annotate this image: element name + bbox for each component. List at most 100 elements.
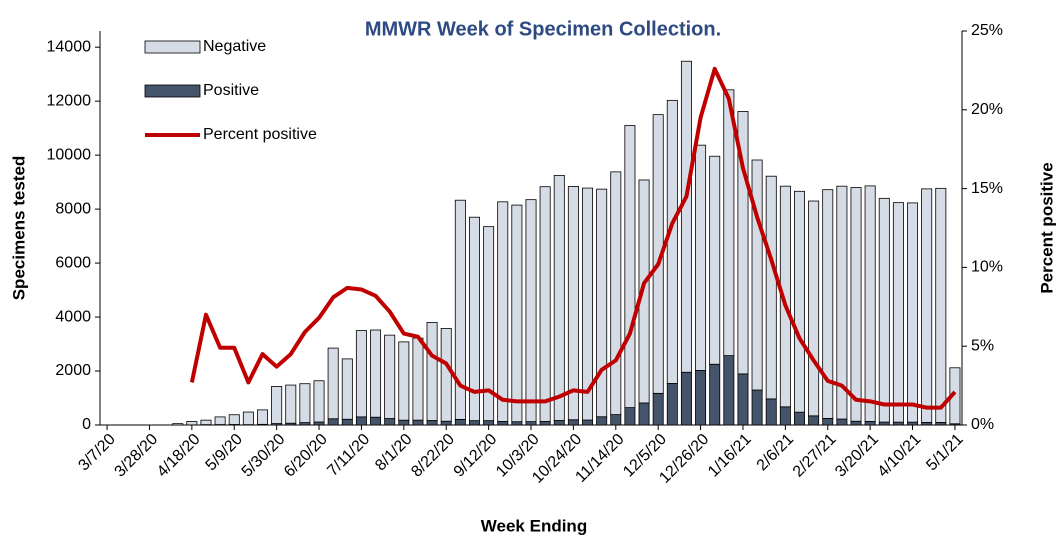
bar bbox=[313, 421, 325, 426]
y-tick-label: 6000 bbox=[55, 254, 91, 271]
bar bbox=[398, 419, 410, 426]
x-tick-label: 5/1/21 bbox=[923, 431, 967, 475]
bar bbox=[638, 179, 650, 404]
bar bbox=[257, 409, 268, 425]
bar bbox=[370, 329, 382, 418]
bar bbox=[341, 418, 353, 426]
bar bbox=[765, 398, 777, 426]
legend-label: Positive bbox=[203, 82, 259, 99]
y-tick-label: 0 bbox=[82, 416, 91, 433]
bar bbox=[285, 384, 297, 424]
y2-tick-label: 25% bbox=[971, 22, 1003, 39]
bar bbox=[709, 155, 721, 365]
bar bbox=[680, 371, 692, 426]
bar bbox=[525, 199, 537, 423]
bar bbox=[539, 421, 551, 426]
bar bbox=[808, 200, 820, 417]
y2-tick-label: 10% bbox=[971, 259, 1003, 276]
y-tick-label: 12000 bbox=[47, 92, 92, 109]
bar bbox=[935, 187, 947, 423]
y-tick-label: 2000 bbox=[55, 362, 91, 379]
bar bbox=[779, 406, 791, 426]
bar bbox=[483, 420, 495, 426]
bar bbox=[539, 186, 551, 422]
bar bbox=[864, 421, 876, 426]
bar bbox=[878, 197, 890, 423]
bar bbox=[172, 423, 184, 426]
x-tick-label: 5/30/20 bbox=[239, 431, 289, 481]
x-axis-label: Week Ending bbox=[481, 516, 587, 535]
bar bbox=[680, 60, 692, 373]
bar bbox=[582, 187, 594, 421]
bar bbox=[440, 420, 452, 426]
bar bbox=[200, 419, 212, 426]
bar bbox=[751, 389, 763, 426]
bar bbox=[327, 418, 339, 426]
legend-label: Negative bbox=[203, 38, 266, 55]
bar bbox=[765, 175, 777, 400]
bar bbox=[497, 201, 509, 422]
x-tick-label: 8/22/20 bbox=[408, 431, 458, 481]
bar bbox=[921, 188, 933, 423]
bar bbox=[808, 415, 820, 426]
bar bbox=[737, 111, 749, 375]
bar bbox=[426, 420, 438, 426]
bar bbox=[652, 392, 664, 426]
bar bbox=[525, 421, 537, 426]
bar bbox=[186, 421, 198, 426]
bar bbox=[596, 188, 608, 418]
bar bbox=[836, 418, 848, 426]
bar bbox=[355, 330, 367, 418]
bar bbox=[723, 89, 735, 357]
bar bbox=[214, 416, 226, 425]
x-tick-label: 1/16/21 bbox=[705, 431, 755, 481]
bar bbox=[822, 189, 834, 419]
x-tick-label: 6/20/20 bbox=[281, 431, 331, 481]
bar bbox=[850, 420, 862, 426]
y2-tick-label: 0% bbox=[971, 416, 994, 433]
bar bbox=[341, 358, 353, 420]
x-tick-label: 2/27/21 bbox=[790, 431, 840, 481]
bar bbox=[567, 186, 579, 421]
bar bbox=[454, 418, 466, 426]
bar bbox=[299, 383, 311, 423]
y2-tick-label: 20% bbox=[971, 101, 1003, 118]
bar bbox=[892, 202, 904, 423]
bar bbox=[511, 204, 523, 423]
bar bbox=[709, 363, 721, 426]
bar bbox=[497, 421, 509, 426]
bar bbox=[412, 419, 424, 426]
bar bbox=[440, 327, 452, 422]
bar bbox=[695, 370, 707, 426]
bar bbox=[271, 386, 283, 424]
y2-axis-label: Percent positive bbox=[1037, 162, 1056, 293]
x-tick-label: 3/28/20 bbox=[111, 431, 161, 481]
y-tick-label: 14000 bbox=[47, 38, 92, 55]
bar bbox=[454, 199, 466, 420]
bar bbox=[610, 171, 622, 416]
bar bbox=[398, 341, 410, 421]
legend-label: Percent positive bbox=[203, 126, 317, 143]
bar bbox=[582, 419, 594, 426]
bar bbox=[567, 419, 579, 426]
bar bbox=[822, 418, 834, 426]
bar bbox=[751, 159, 763, 391]
line bbox=[189, 66, 957, 410]
legend-swatch bbox=[144, 40, 201, 54]
y2-tick-label: 15% bbox=[971, 180, 1003, 197]
y2-tick-label: 5% bbox=[971, 337, 994, 354]
bar bbox=[695, 144, 707, 371]
bar bbox=[864, 185, 876, 422]
bar bbox=[779, 185, 791, 408]
bar bbox=[426, 322, 438, 421]
bar bbox=[553, 420, 565, 426]
bar bbox=[836, 185, 848, 420]
bar bbox=[794, 411, 805, 426]
bar bbox=[242, 411, 254, 426]
bar bbox=[412, 337, 424, 421]
bar bbox=[907, 421, 919, 426]
bar bbox=[468, 420, 480, 426]
bar bbox=[228, 414, 240, 425]
bar bbox=[737, 373, 749, 426]
